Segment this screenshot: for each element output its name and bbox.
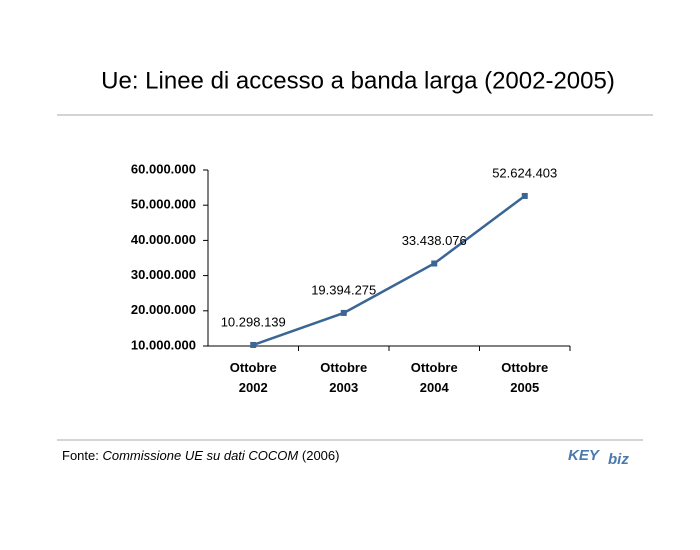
y-tick-label: 50.000.000 bbox=[131, 197, 196, 212]
y-tick-label: 40.000.000 bbox=[131, 232, 196, 247]
y-tick-label: 60.000.000 bbox=[131, 161, 196, 176]
logo: KEY biz bbox=[568, 447, 629, 468]
line bbox=[252, 194, 526, 347]
marker bbox=[250, 341, 257, 348]
x-tick-label: Ottobre 2004 bbox=[410, 360, 458, 395]
x-tick-label: Ottobre 2005 bbox=[501, 360, 549, 395]
source: Fonte: Commissione UE su dati COCOM (200… bbox=[62, 448, 339, 463]
data-label: 19.394.275 bbox=[311, 282, 376, 297]
y-tick-label: 30.000.000 bbox=[131, 267, 196, 282]
logo-left: KEY bbox=[568, 447, 601, 464]
marker bbox=[521, 192, 528, 199]
data-label: 33.438.076 bbox=[402, 233, 467, 248]
data-label: 52.624.403 bbox=[492, 165, 557, 180]
data-label: 10.298.139 bbox=[221, 314, 286, 329]
y-tick-label: 10.000.000 bbox=[131, 337, 196, 352]
logo-right: biz bbox=[608, 451, 629, 468]
chart-title: Ue: Linee di accesso a banda larga (2002… bbox=[101, 67, 615, 94]
y-tick-label: 20.000.000 bbox=[131, 302, 196, 317]
x-tick-label: Ottobre 2003 bbox=[320, 360, 368, 395]
source-work: Commissione UE su dati COCOM bbox=[102, 448, 299, 463]
marker bbox=[431, 260, 438, 267]
source-year: (2006) bbox=[301, 448, 340, 463]
marker bbox=[340, 309, 347, 316]
x-tick-label: Ottobre 2002 bbox=[229, 360, 277, 395]
source-prefix: Fonte: bbox=[62, 448, 99, 463]
